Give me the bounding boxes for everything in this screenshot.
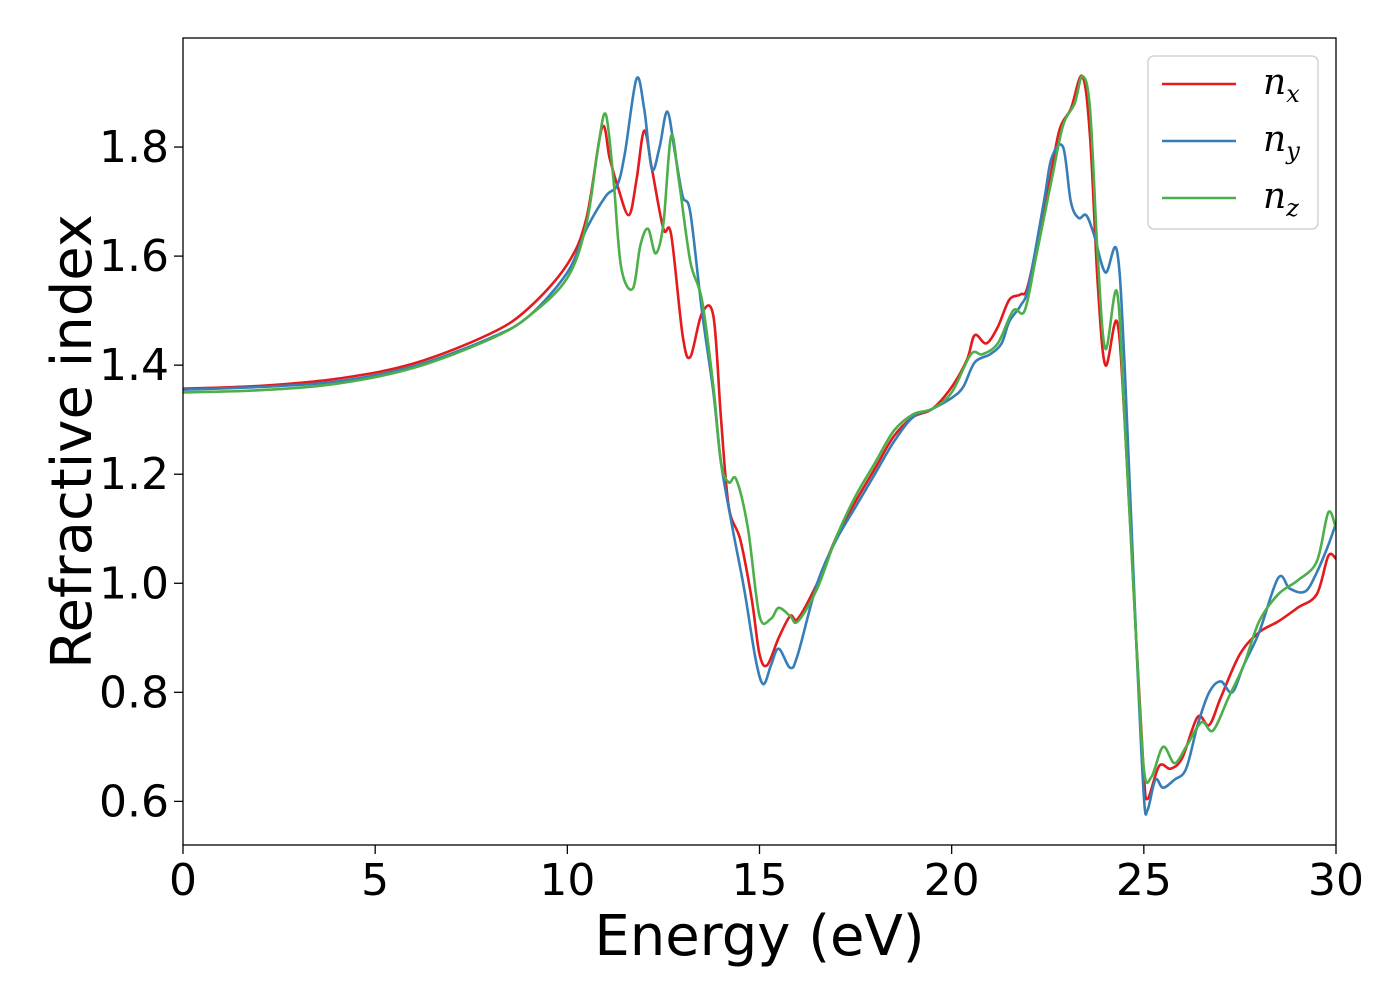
x-tick-label: 0	[169, 855, 197, 906]
x-tick-label: 20	[924, 855, 980, 906]
legend-box	[1147, 55, 1319, 230]
x-tick-label: 15	[732, 855, 788, 906]
y-axis-label: Refractive index	[40, 214, 105, 669]
y-tick-label: 0.8	[99, 667, 169, 718]
ticks-layer: 0 5 10 15 20 25 30 0.6 0.8 1.0 1.2 1.4 1.6 1.8	[99, 122, 1364, 906]
y-tick-label: 1.6	[99, 231, 169, 282]
y-tick-label: 0.6	[99, 776, 169, 827]
x-axis-label: Energy (eV)	[594, 904, 924, 969]
x-tick-label: 10	[539, 855, 595, 906]
y-tick-label: 1.4	[99, 340, 169, 391]
x-tick-label: 25	[1116, 855, 1172, 906]
x-tick-label: 30	[1308, 855, 1364, 906]
legend-label-nz: nz	[1263, 176, 1299, 222]
legend: nx ny nz	[1147, 55, 1319, 230]
y-tick-label: 1.2	[99, 449, 169, 500]
legend-label-nx: nx	[1263, 62, 1300, 108]
y-tick-label: 1.0	[99, 558, 169, 609]
legend-label-ny: ny	[1263, 119, 1300, 165]
series-line-nz	[183, 74, 1336, 785]
series-layer	[183, 74, 1336, 816]
x-tick-label: 5	[361, 855, 389, 906]
y-tick-label: 1.8	[99, 122, 169, 173]
series-line-ny	[183, 76, 1336, 816]
